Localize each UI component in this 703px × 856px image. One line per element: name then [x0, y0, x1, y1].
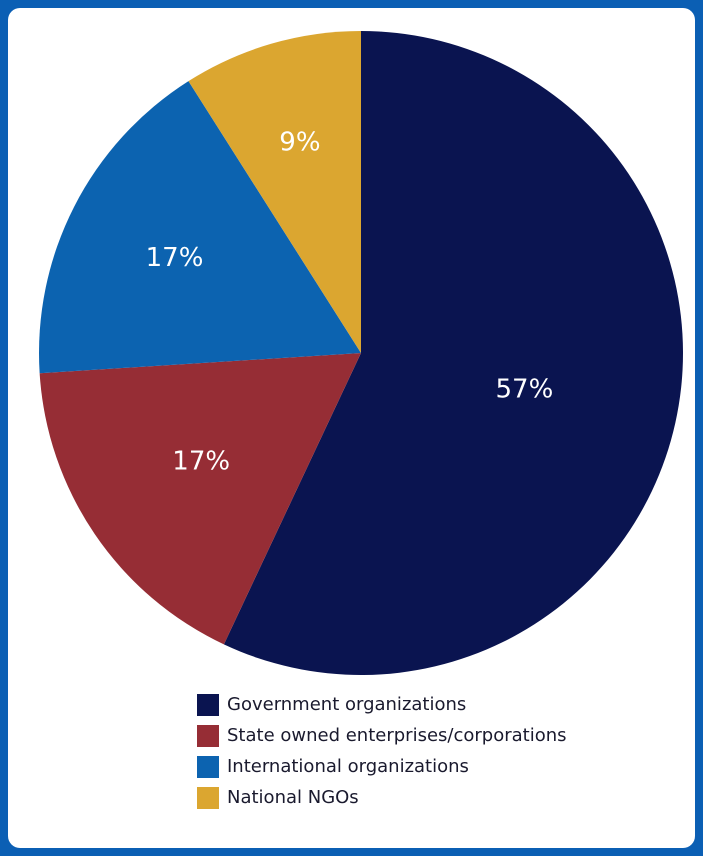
legend-item-state-owned: State owned enterprises/corporations	[197, 720, 567, 751]
legend-swatch-national-ngos	[197, 786, 219, 809]
legend-swatch-government	[197, 693, 219, 716]
legend-item-international: International organizations	[197, 751, 567, 782]
pie-slice-state-owned	[39, 353, 361, 645]
pie-slice-government	[223, 31, 684, 675]
pie-label-international: 17%	[146, 243, 204, 273]
pie-chart: 57% 17% 17% 9%	[38, 31, 684, 675]
legend-item-national-ngos: National NGOs	[197, 782, 567, 813]
legend-label-national-ngos: National NGOs	[227, 787, 359, 808]
legend-label-government: Government organizations	[227, 694, 467, 715]
legend-label-state-owned: State owned enterprises/corporations	[227, 725, 567, 746]
pie-slice-national-ngos	[188, 31, 361, 353]
pie-slice-international	[38, 81, 361, 374]
pie-label-national-ngos: 9%	[279, 128, 320, 158]
legend: Government organizations State owned ent…	[197, 689, 567, 813]
pie-label-state-owned: 17%	[172, 447, 230, 477]
legend-label-international: International organizations	[227, 756, 469, 777]
legend-swatch-state-owned	[197, 724, 219, 747]
legend-item-government: Government organizations	[197, 689, 567, 720]
pie-label-government: 57%	[496, 375, 554, 405]
legend-swatch-international	[197, 755, 219, 778]
